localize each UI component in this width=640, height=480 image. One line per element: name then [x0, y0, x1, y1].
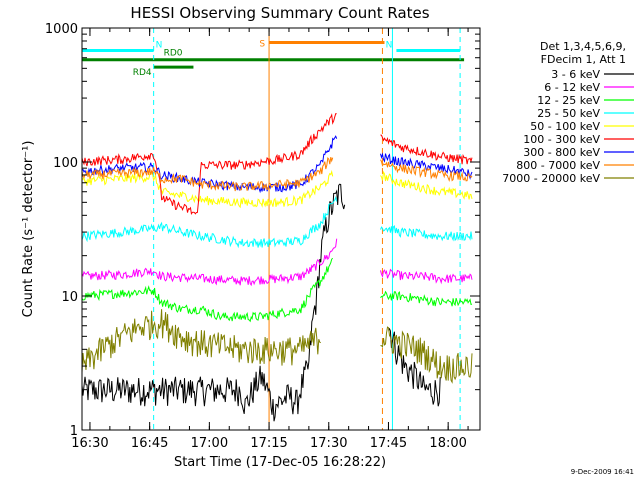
annotation-label: RD0 — [164, 49, 183, 59]
legend-entry-label: 6 - 12 keV — [544, 81, 600, 94]
x-tick-label: 18:00 — [429, 436, 466, 451]
series-line-8 — [81, 309, 473, 384]
y-tick-label: 100 — [53, 156, 78, 171]
annotation-label: N — [386, 40, 393, 50]
x-axis-label: Start Time (17-Dec-05 16:28:22) — [174, 455, 386, 470]
annotation-label: N — [156, 40, 163, 50]
x-tick-label: 16:45 — [131, 436, 168, 451]
y-axis: 1 10 100 1000 — [45, 22, 480, 439]
x-tick-label: 17:45 — [370, 436, 407, 451]
legend-entry-label: 800 - 7000 keV — [516, 159, 600, 172]
legend-header: Det 1,3,4,5,6,9, — [540, 40, 626, 53]
series-line-5 — [81, 113, 473, 215]
legend-entry-label: 300 - 800 keV — [523, 146, 600, 159]
series-line-4 — [81, 169, 473, 209]
footer-date: 9-Dec-2009 16:41 — [571, 468, 634, 476]
y-tick-label: 10 — [61, 290, 78, 305]
annotation-label: S — [259, 39, 265, 49]
legend-entry-label: 3 - 6 keV — [551, 68, 600, 81]
x-tick-label: 17:30 — [310, 436, 347, 451]
plot-frame — [81, 27, 481, 431]
annotation-label: RD4 — [133, 68, 152, 78]
legend-entry-label: 12 - 25 keV — [537, 94, 600, 107]
x-tick-label: 16:30 — [71, 436, 108, 451]
y-tick-label: 1000 — [45, 22, 78, 37]
series-line-2 — [81, 257, 473, 323]
legend-entry-label: 50 - 100 keV — [530, 120, 600, 133]
series-line-1 — [81, 238, 473, 287]
chart-title: HESSI Observing Summary Count Rates — [130, 4, 429, 22]
legend-entry-label: 100 - 300 keV — [523, 133, 600, 146]
series-line-3 — [81, 195, 473, 249]
series-line-6 — [81, 135, 473, 194]
series-line-7 — [81, 156, 473, 192]
legend: Det 1,3,4,5,6,9,FDecim 1, Att 1 3 - 6 keV… — [502, 40, 634, 185]
series-line-0 — [81, 183, 441, 422]
x-tick-label: 17:00 — [191, 436, 228, 451]
legend-header: FDecim 1, Att 1 — [541, 53, 626, 66]
series-lines — [81, 113, 473, 422]
x-tick-label: 17:15 — [250, 436, 287, 451]
legend-entry-label: 25 - 50 keV — [537, 107, 600, 120]
y-tick-label: 1 — [70, 424, 78, 439]
legend-entry-label: 7000 - 20000 keV — [502, 172, 600, 185]
x-axis: 16:30 16:45 17:00 17:15 17:30 17:45 18:00 — [71, 28, 469, 451]
y-axis-label: Count Rate (s⁻¹ detector⁻¹) — [21, 141, 36, 318]
